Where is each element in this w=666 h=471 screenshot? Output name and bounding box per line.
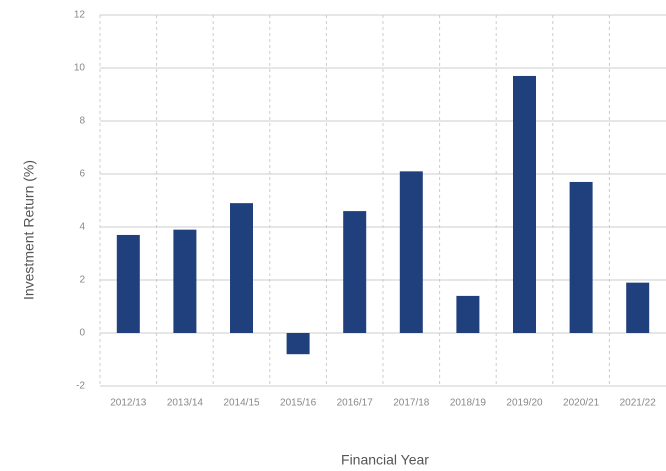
y-tick-label: -2 — [76, 381, 85, 392]
y-tick-label: 2 — [79, 275, 85, 286]
x-tick-label: 2013/14 — [167, 398, 204, 409]
bar — [456, 295, 480, 333]
y-tick-label: 10 — [74, 63, 86, 74]
x-tick-label: 2017/18 — [393, 398, 430, 409]
bar — [230, 203, 253, 333]
bar — [173, 229, 197, 333]
y-tick-label: 12 — [74, 10, 86, 21]
y-tick-label: 8 — [79, 116, 85, 127]
x-tick-label: 2016/17 — [337, 398, 374, 409]
bar — [116, 234, 140, 333]
x-tick-label: 2018/19 — [450, 398, 487, 409]
bar — [513, 75, 536, 333]
bar — [343, 211, 367, 333]
x-tick-label: 2021/22 — [620, 398, 657, 409]
x-tick-label: 2015/16 — [280, 398, 317, 409]
y-axis-title: Investment Return (%) — [21, 160, 37, 300]
bar — [286, 333, 310, 355]
bar — [626, 282, 650, 333]
bar — [569, 181, 593, 333]
x-tick-label: 2012/13 — [110, 398, 147, 409]
y-tick-label: 0 — [79, 328, 85, 339]
x-tick-label: 2019/20 — [506, 398, 543, 409]
bar — [399, 171, 423, 333]
y-tick-label: 6 — [79, 169, 85, 180]
x-tick-label: 2014/15 — [223, 398, 260, 409]
y-tick-label: 4 — [79, 222, 85, 233]
x-axis-title: Financial Year — [341, 452, 429, 468]
x-tick-label: 2020/21 — [563, 398, 600, 409]
